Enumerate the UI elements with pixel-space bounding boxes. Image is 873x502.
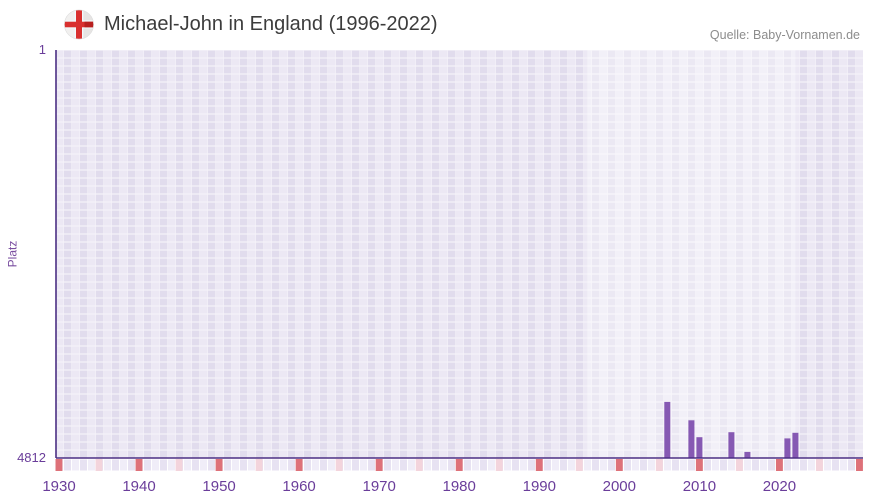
svg-text:2020: 2020 — [763, 478, 796, 495]
svg-text:1940: 1940 — [122, 478, 155, 495]
svg-text:1980: 1980 — [443, 478, 476, 495]
svg-text:2010: 2010 — [683, 478, 716, 495]
svg-text:1950: 1950 — [202, 478, 235, 495]
svg-text:Platz: Platz — [6, 241, 20, 268]
svg-text:1970: 1970 — [363, 478, 396, 495]
svg-text:1960: 1960 — [282, 478, 315, 495]
svg-text:2000: 2000 — [603, 478, 636, 495]
svg-text:1990: 1990 — [523, 478, 556, 495]
svg-text:1: 1 — [39, 42, 46, 57]
svg-text:1930: 1930 — [42, 478, 75, 495]
svg-text:4812: 4812 — [17, 450, 46, 465]
